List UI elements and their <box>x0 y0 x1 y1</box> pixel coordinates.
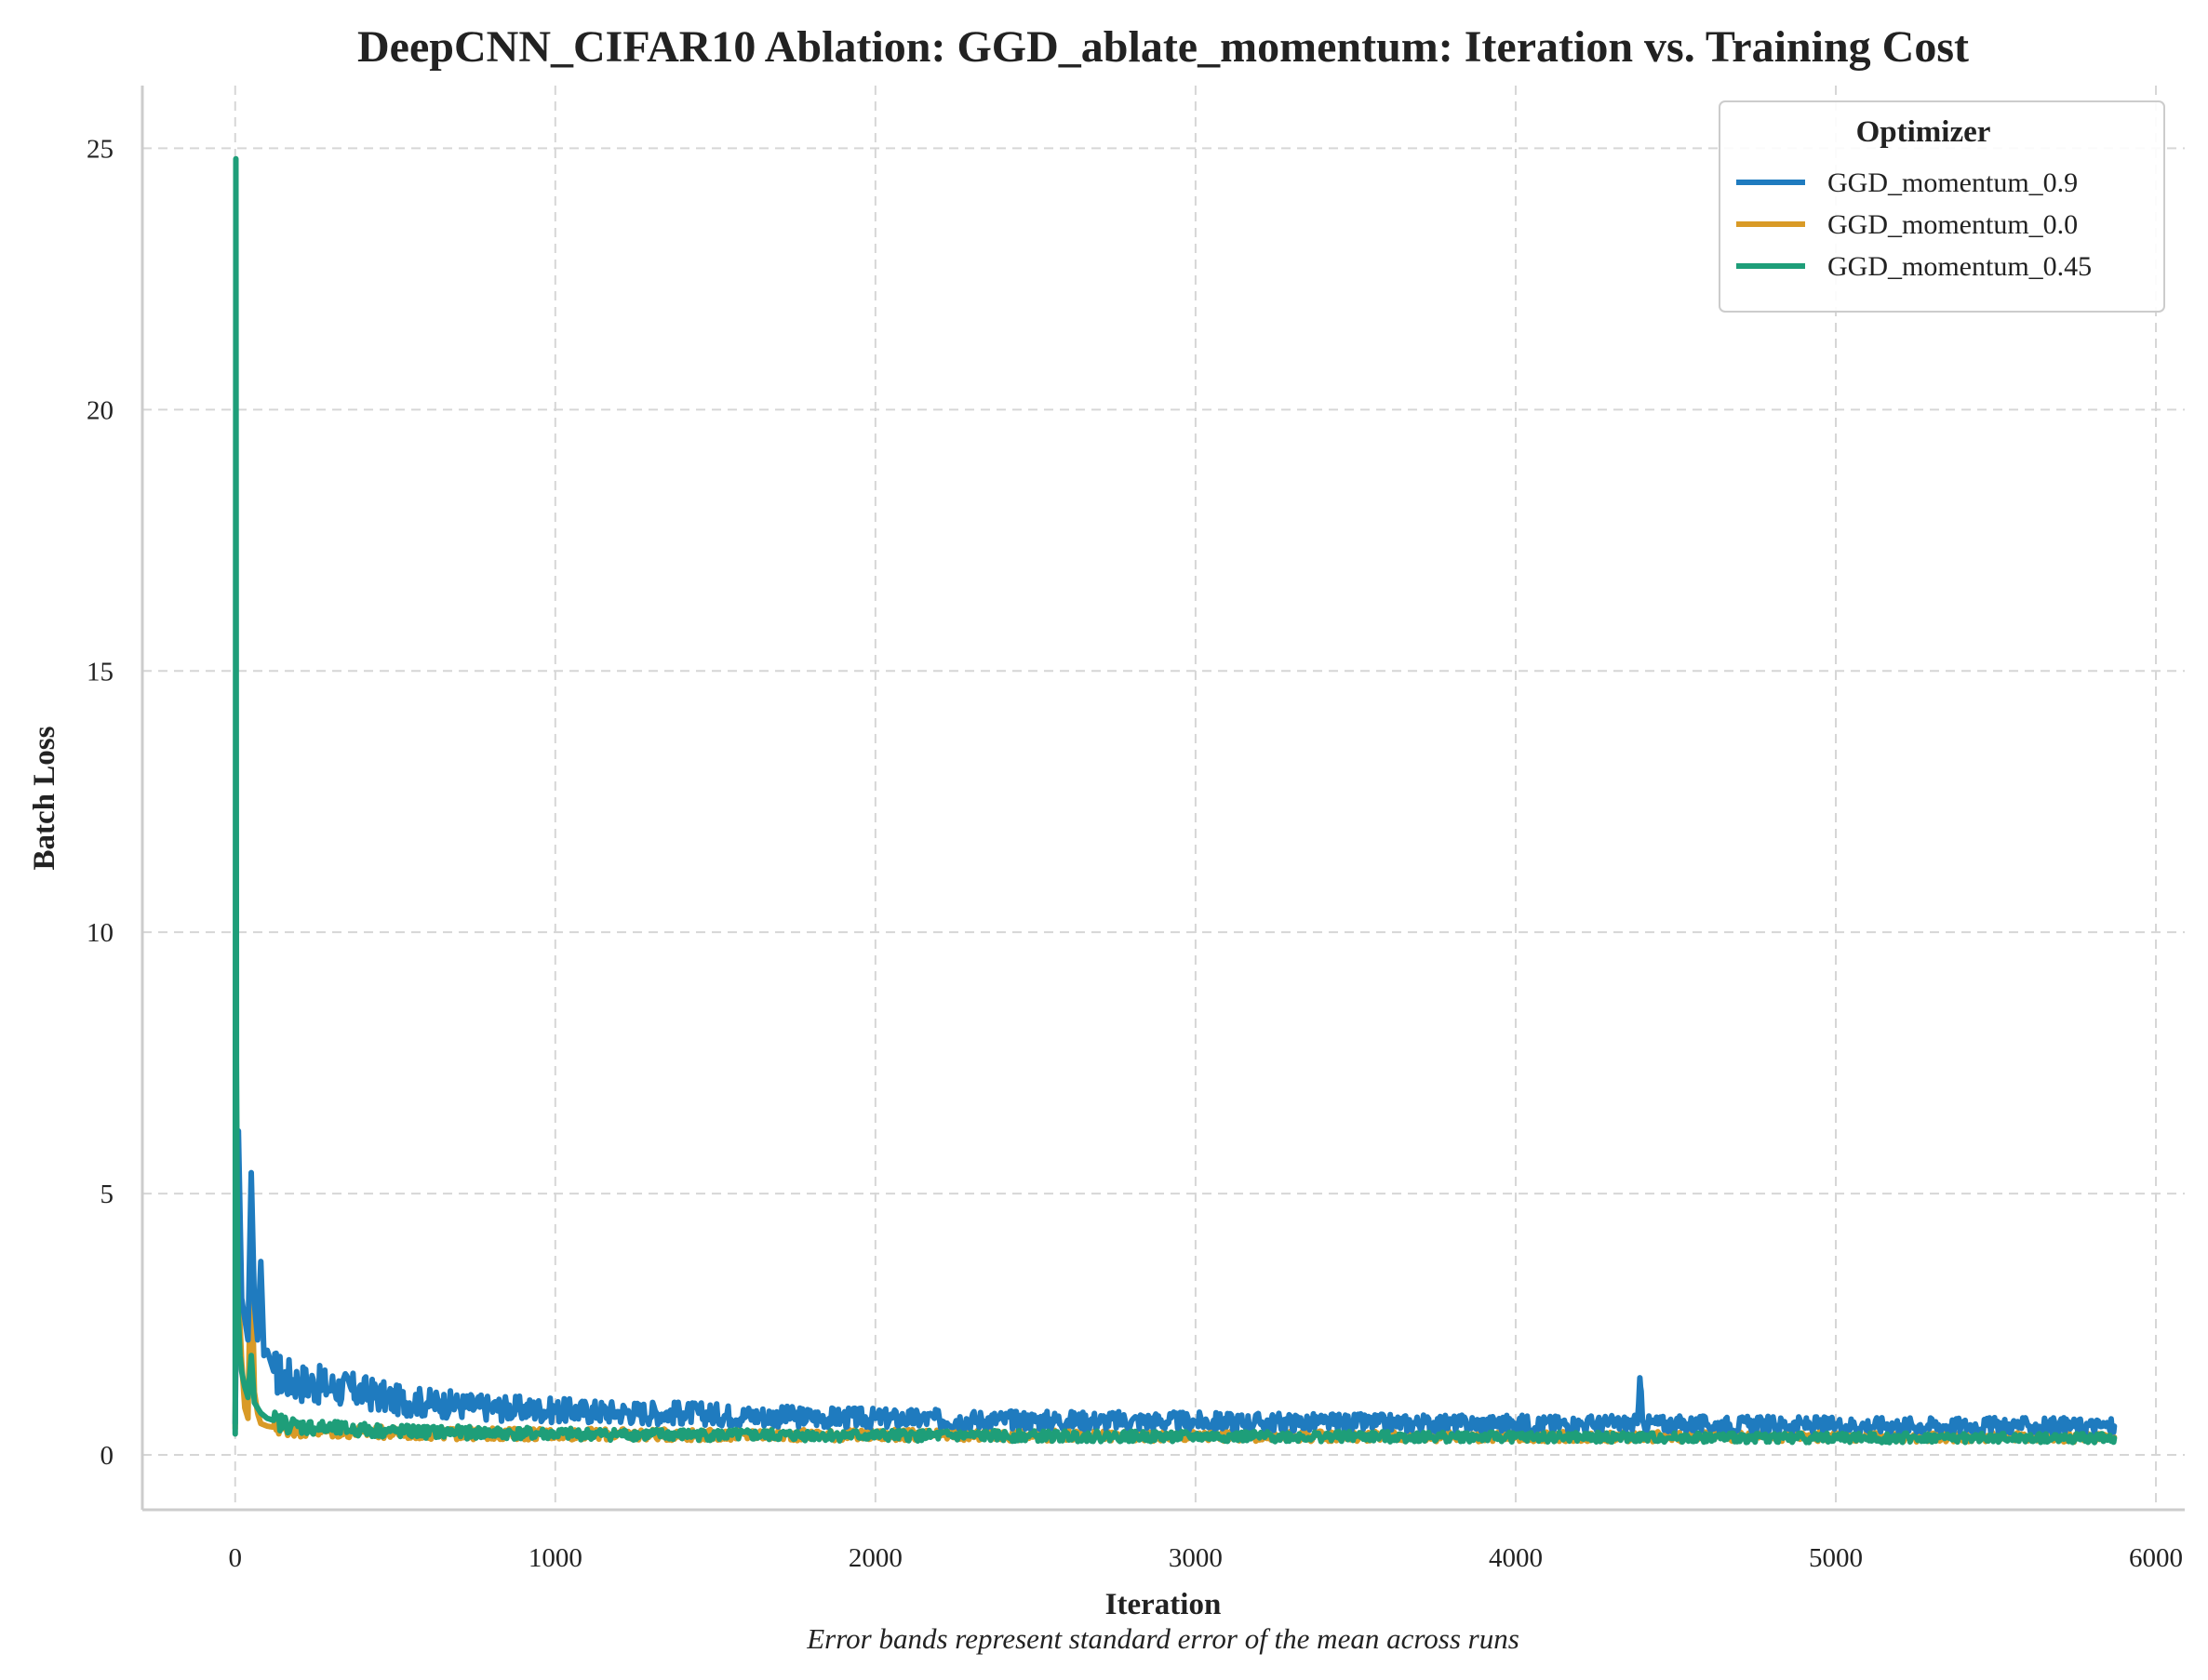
grid <box>142 86 2185 1510</box>
x-axis-label: Iteration <box>1105 1588 1222 1621</box>
legend-label: GGD_momentum_0.9 <box>1827 167 2078 198</box>
y-tick-label: 15 <box>87 657 114 687</box>
legend-box <box>1719 100 2165 313</box>
x-tick-label: 1000 <box>529 1543 582 1573</box>
x-tick-label: 6000 <box>2129 1543 2183 1573</box>
series-line-2 <box>232 155 2118 1446</box>
y-tick-label: 25 <box>87 134 114 164</box>
legend-label: GGD_momentum_0.0 <box>1827 209 2078 240</box>
y-axis-label: Batch Loss <box>28 726 61 870</box>
y-tick-label: 10 <box>87 918 114 948</box>
legend-entries: GGD_momentum_0.9 GGD_momentum_0.0 GGD_mome… <box>1736 167 2092 282</box>
x-tick-label: 4000 <box>1489 1543 1543 1573</box>
y-tick-labels: 0 5 10 15 20 25 <box>87 134 114 1471</box>
y-tick-label: 20 <box>87 395 114 425</box>
legend-label: GGD_momentum_0.45 <box>1827 251 2092 282</box>
x-tick-label: 2000 <box>849 1543 903 1573</box>
x-tick-labels: 0 1000 2000 3000 4000 5000 6000 <box>229 1543 2184 1573</box>
footnote: Error bands represent standard error of … <box>806 1622 1519 1655</box>
series-line-0 <box>232 1127 2118 1437</box>
series-lines <box>232 155 2118 1446</box>
legend: Optimizer GGD_momentum_0.9GGD_momentum_0… <box>1719 100 2165 313</box>
x-tick-label: 0 <box>229 1543 243 1573</box>
axes <box>141 86 2185 1512</box>
chart-title: DeepCNN_CIFAR10 Ablation: GGD_ablate_mom… <box>357 22 1969 72</box>
x-tick-label: 5000 <box>1809 1543 1863 1573</box>
y-tick-label: 5 <box>100 1180 114 1209</box>
y-tick-label: 0 <box>100 1441 114 1471</box>
legend-title: Optimizer <box>1856 115 1991 149</box>
x-tick-label: 3000 <box>1169 1543 1223 1573</box>
